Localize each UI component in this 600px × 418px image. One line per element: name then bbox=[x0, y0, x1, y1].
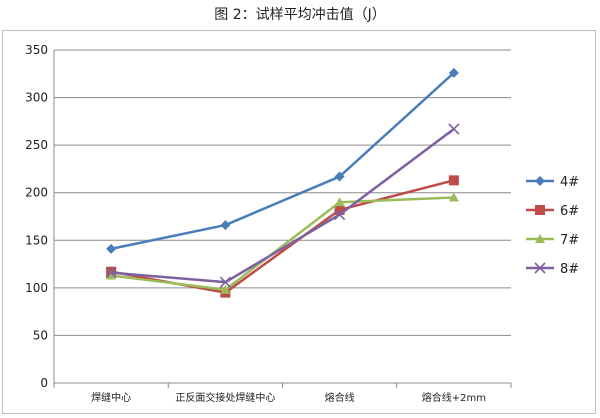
data-point bbox=[105, 267, 117, 279]
y-tick-label: 100 bbox=[25, 281, 48, 295]
series-line bbox=[110, 196, 454, 292]
data-point bbox=[535, 176, 545, 186]
y-tick-label: 250 bbox=[25, 138, 48, 152]
y-tick-label: 300 bbox=[25, 91, 48, 105]
data-point bbox=[334, 204, 345, 215]
data-point bbox=[534, 262, 546, 274]
x-tick-label: 熔合线 bbox=[325, 391, 355, 404]
data-point bbox=[535, 205, 545, 215]
y-tick-label: 200 bbox=[25, 186, 48, 200]
data-point bbox=[106, 243, 117, 254]
y-tick-label: 50 bbox=[33, 328, 48, 342]
x-tick-label: 熔合线+2mm bbox=[422, 391, 486, 404]
data-point bbox=[220, 220, 231, 231]
figure-caption: 图 2：试样平均冲击值（J） bbox=[214, 7, 386, 23]
data-point bbox=[334, 209, 346, 221]
data-point bbox=[448, 192, 459, 202]
data-point bbox=[448, 67, 459, 78]
data-point bbox=[220, 284, 231, 294]
line-chart: 0 50 100 150 200 250 300 350 焊缝中心 正反面交接处焊缝中心 熔合线 熔合… bbox=[25, 43, 579, 404]
legend-label: 6# bbox=[560, 204, 579, 219]
legend-label: 8# bbox=[560, 262, 579, 277]
series-line bbox=[111, 127, 455, 284]
data-point bbox=[219, 276, 231, 288]
data-point bbox=[334, 197, 345, 207]
y-tick-label: 350 bbox=[25, 43, 48, 57]
legend-label: 4# bbox=[560, 175, 579, 190]
y-tick-label: 150 bbox=[25, 233, 48, 247]
data-point bbox=[448, 175, 459, 186]
data-point bbox=[334, 171, 345, 182]
y-tick-label: 0 bbox=[40, 376, 48, 390]
x-tick-label: 正反面交接处焊缝中心 bbox=[175, 391, 275, 404]
series-line bbox=[110, 71, 455, 251]
x-tick-label: 焊缝中心 bbox=[91, 391, 131, 404]
data-point bbox=[535, 234, 545, 243]
data-point bbox=[448, 123, 460, 135]
chart-frame: 0 50 100 150 200 250 300 350 焊缝中心 正反面交接处焊缝中心 熔合线 熔合… bbox=[2, 30, 596, 414]
data-point bbox=[106, 270, 117, 280]
legend-label: 7# bbox=[560, 233, 579, 248]
